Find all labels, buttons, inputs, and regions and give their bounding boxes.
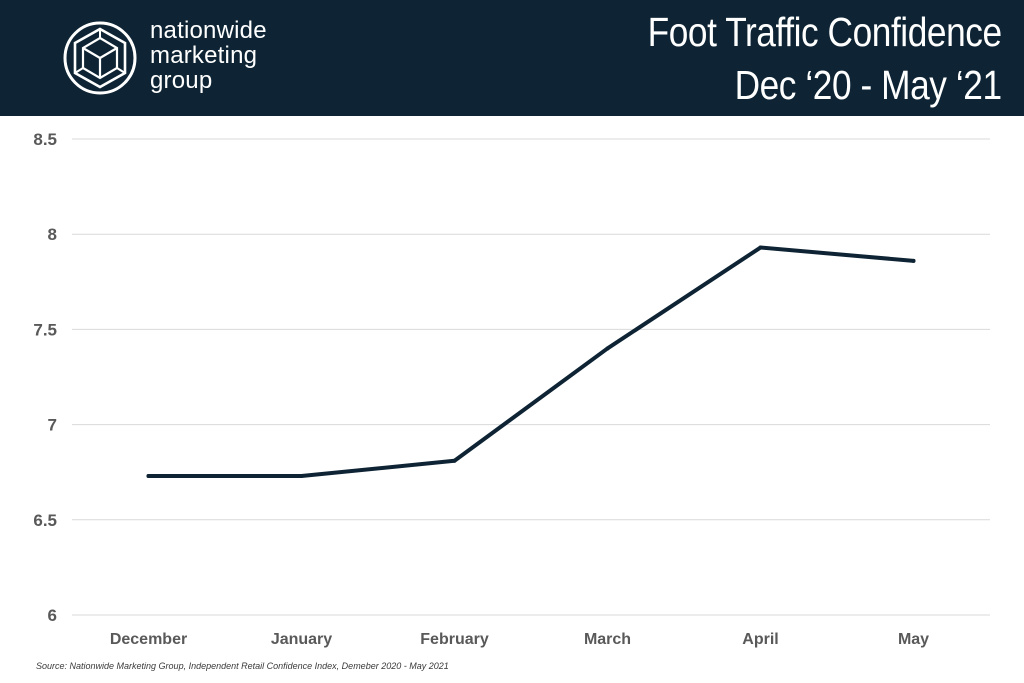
x-tick-label: March bbox=[584, 631, 631, 648]
page-title: Foot Traffic Confidence Dec ‘20 - May ‘2… bbox=[648, 6, 1002, 112]
y-tick-label: 7.5 bbox=[33, 320, 57, 339]
x-tick-label: April bbox=[742, 631, 778, 648]
data-point bbox=[605, 346, 610, 351]
source-note: Source: Nationwide Marketing Group, Inde… bbox=[36, 661, 449, 671]
x-tick-label: February bbox=[420, 631, 489, 648]
data-point bbox=[146, 474, 151, 479]
brand-line-2: marketing bbox=[150, 42, 258, 69]
y-tick-label: 8.5 bbox=[33, 130, 57, 149]
y-tick-label: 6.5 bbox=[33, 511, 57, 530]
data-point bbox=[299, 474, 304, 479]
data-point bbox=[911, 258, 916, 263]
x-tick-label: January bbox=[271, 631, 332, 648]
line-chart: 6 6.5 7 7.5 8 8.5 December January February March… bbox=[33, 130, 990, 648]
series-line bbox=[146, 245, 916, 479]
y-tick-label: 7 bbox=[48, 416, 57, 435]
x-tick-label: May bbox=[898, 631, 929, 648]
title-line-1: Foot Traffic Confidence bbox=[647, 9, 1002, 55]
brand-line-3: group bbox=[150, 67, 213, 94]
brand-line-1: nationwide bbox=[150, 17, 267, 44]
x-tick-label: December bbox=[110, 631, 187, 648]
data-point bbox=[758, 245, 763, 250]
data-point bbox=[452, 458, 457, 463]
y-tick-label: 8 bbox=[48, 225, 57, 244]
brand-wordmark: nationwide marketing group bbox=[150, 18, 267, 93]
nationwide-logo-icon bbox=[63, 21, 137, 95]
header-banner: nationwide marketing group Foot Traffic … bbox=[0, 0, 1024, 116]
title-line-2: Dec ‘20 - May ‘21 bbox=[734, 62, 1002, 108]
y-tick-label: 6 bbox=[48, 606, 57, 625]
